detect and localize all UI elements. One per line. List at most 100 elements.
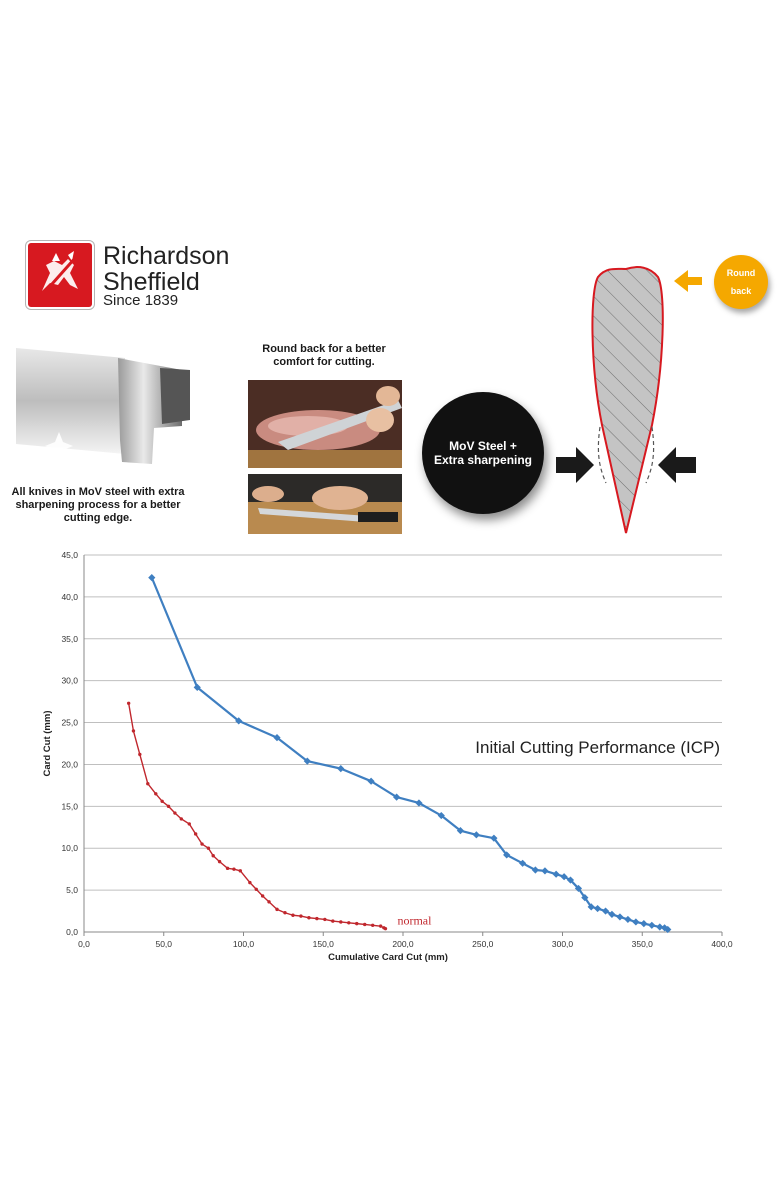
round-back-badge-line1: Round [726,268,756,278]
data-point [260,894,265,898]
data-point [552,870,560,878]
x-tick-label: 100,0 [233,939,255,949]
knife-bolster-photo [0,330,200,470]
data-point [248,880,252,885]
data-point [179,817,183,821]
x-axis-label: Cumulative Card Cut (mm) [328,952,448,963]
round-back-badge: Round back [714,255,768,309]
meat-cutting-photo [248,380,402,468]
x-tick-label: 200,0 [392,939,414,949]
data-point [273,734,281,742]
y-tick-label: 15,0 [61,801,78,811]
data-point [587,903,595,911]
data-point [660,924,669,932]
data-point [154,792,158,796]
data-point [267,900,271,904]
data-point [624,915,632,924]
y-tick-label: 35,0 [61,634,78,644]
y-tick-label: 10,0 [61,843,78,853]
x-tick-label: 400,0 [711,939,733,949]
data-point [503,851,511,859]
brand-since: Since 1839 [103,292,179,309]
data-point [232,867,236,871]
data-point [472,831,480,839]
brand-name-line2: Sheffield [103,268,200,296]
data-point [608,910,616,919]
knife-on-board-photo [248,474,402,534]
data-point [656,923,664,931]
data-point [566,876,575,884]
data-point [574,884,583,893]
data-point [632,918,640,926]
mov-steel-badge-line2: Extra sharpening [433,453,533,467]
brand-name-line1: Richardson [103,242,230,270]
data-point [173,811,177,815]
data-point [560,873,568,881]
chart-title: Initial Cutting Performance (ICP) [475,738,720,757]
data-point [519,859,527,867]
data-point [160,799,164,804]
data-point [347,921,351,925]
data-point [291,913,295,917]
y-tick-label: 25,0 [61,718,78,728]
data-point [211,854,215,858]
data-point [640,920,648,928]
y-tick-label: 40,0 [61,592,78,602]
data-point [323,917,327,922]
data-point [217,859,222,864]
lion-emblem-icon [42,251,78,294]
data-point [138,752,142,757]
blade-cross-section-diagram [552,255,780,545]
data-point [581,894,589,902]
series-label: normal [397,914,432,928]
data-point [415,799,423,807]
x-tick-label: 300,0 [552,939,574,949]
data-point [307,916,311,920]
data-point [593,904,602,913]
series-line-2 [127,703,386,930]
y-tick-label: 20,0 [61,759,78,769]
round-back-caption: Round back for a better comfort for cutt… [262,343,386,368]
data-point [193,832,198,836]
arrow-right-icon [556,447,594,483]
data-point [166,804,171,809]
data-point [648,921,656,929]
data-point [200,842,204,846]
data-point [146,782,150,786]
data-point [126,701,131,705]
data-point [437,811,445,820]
icp-line-chart: 0,0 5,0 10,0 15,0 20,0 25,0 30,0 35,0 40,0 45,0 0,… [42,550,733,963]
data-point [225,866,230,871]
y-tick-label: 0,0 [66,927,78,937]
data-point [275,907,279,912]
x-tick-label: 50,0 [155,939,172,949]
data-point [235,717,243,725]
data-point [541,867,549,875]
data-point [331,919,335,923]
y-tick-label: 45,0 [61,550,78,560]
data-point [187,822,191,826]
data-point [148,574,156,582]
data-point [315,916,319,921]
data-point [131,729,136,733]
data-point [283,911,287,915]
data-point [363,922,367,927]
data-point [238,869,243,873]
series-line-1 [150,577,669,931]
data-point [370,923,375,927]
blade-profile-shape [591,266,664,534]
data-point [383,926,388,931]
data-point [339,920,343,924]
orange-arrow-left-icon [674,270,702,292]
x-tick-label: 150,0 [313,939,335,949]
mov-steel-badge-line1: MoV Steel + [449,439,517,453]
brand-logo-mark [28,243,92,307]
mov-steel-caption: All knives in MoV steel with extra sharp… [11,486,185,524]
y-tick-label: 30,0 [61,676,78,686]
data-point [490,834,498,842]
data-point [193,683,201,691]
data-point [456,827,465,835]
x-tick-label: 0,0 [78,939,90,949]
y-axis-label: Card Cut (mm) [42,711,53,777]
data-point [664,925,672,934]
